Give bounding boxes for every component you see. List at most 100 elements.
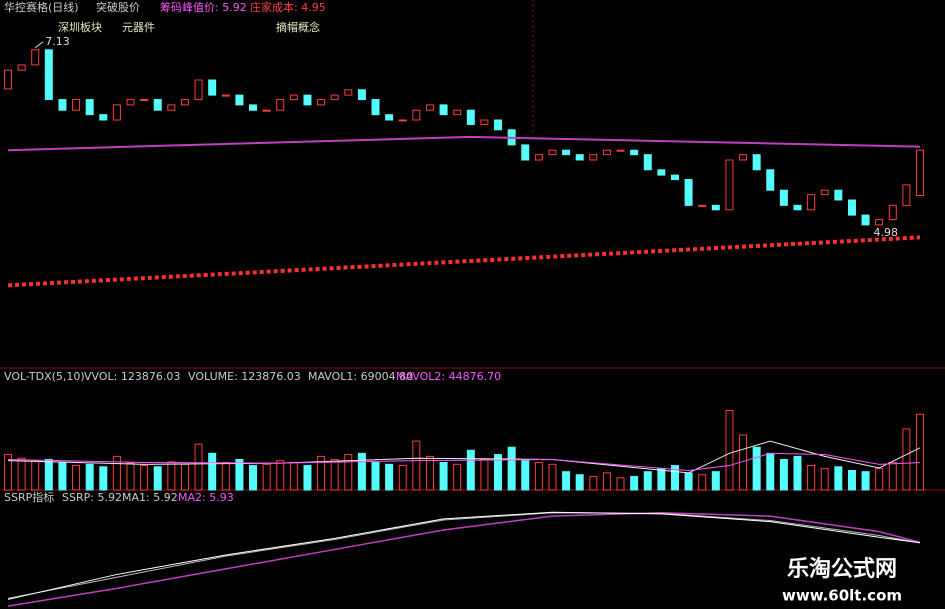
volume-bar bbox=[684, 472, 693, 491]
candle bbox=[766, 169, 775, 191]
volume-bar bbox=[262, 463, 271, 491]
volume-bar bbox=[466, 449, 475, 491]
watermark: 乐淘公式网 bbox=[787, 556, 897, 582]
ssrp-readout: SSRP: 5.92 bbox=[62, 491, 122, 504]
candle bbox=[657, 169, 666, 176]
volume-bar bbox=[698, 474, 707, 491]
volume-bar bbox=[820, 468, 829, 491]
candle bbox=[289, 94, 298, 101]
volume-bar bbox=[562, 471, 571, 491]
peak-price: 筹码峰值价: 5.92 bbox=[160, 0, 247, 14]
candle bbox=[739, 154, 748, 161]
candle bbox=[752, 154, 761, 171]
candle bbox=[820, 189, 829, 196]
candle bbox=[480, 119, 489, 125]
volume-bar bbox=[847, 469, 856, 491]
vol-readout: VOLUME: 123876.03 bbox=[188, 370, 301, 383]
volume-bar bbox=[902, 428, 911, 491]
volume-bar bbox=[289, 462, 298, 491]
candle bbox=[847, 199, 856, 216]
tag: 摘帽概念 bbox=[276, 20, 320, 34]
candle bbox=[194, 79, 203, 101]
candle bbox=[385, 114, 394, 121]
volume-bar bbox=[480, 458, 489, 491]
volume-bar bbox=[711, 471, 720, 491]
candle bbox=[630, 149, 639, 156]
candle bbox=[725, 159, 734, 211]
candle bbox=[330, 94, 339, 101]
candle bbox=[235, 94, 244, 106]
volume-bar bbox=[725, 410, 734, 491]
candle bbox=[643, 154, 652, 171]
volume-bar bbox=[439, 462, 448, 491]
volume-bar bbox=[916, 413, 924, 491]
volume-bar bbox=[793, 455, 802, 491]
candle bbox=[548, 149, 557, 156]
candle bbox=[834, 189, 843, 201]
volume-bar bbox=[425, 455, 434, 491]
candle bbox=[425, 104, 434, 111]
volume-bar bbox=[398, 465, 407, 491]
volume-bar bbox=[888, 462, 897, 491]
volume-bar bbox=[875, 468, 884, 491]
volume-bar bbox=[31, 460, 40, 491]
low-label: 4.98 bbox=[874, 226, 899, 239]
volume-bar bbox=[630, 476, 639, 491]
volume-bar bbox=[589, 476, 598, 491]
candle bbox=[807, 194, 816, 211]
tag: 深圳板块 bbox=[58, 20, 102, 34]
candle bbox=[779, 189, 788, 206]
candle bbox=[371, 99, 380, 116]
ma2-line bbox=[7, 512, 921, 607]
volume-bar bbox=[194, 443, 203, 491]
candle bbox=[575, 154, 584, 161]
candle bbox=[711, 204, 720, 211]
candle bbox=[249, 104, 258, 111]
volume-bar bbox=[657, 468, 666, 491]
candle bbox=[412, 109, 421, 121]
vol-readout: VVOL: 123876.03 bbox=[84, 370, 180, 383]
volume-bar bbox=[221, 462, 230, 491]
candle bbox=[902, 184, 911, 206]
candle bbox=[317, 99, 326, 106]
candle bbox=[439, 104, 448, 116]
candle bbox=[698, 204, 707, 207]
candle bbox=[398, 119, 407, 122]
ssrp-title: SSRP指标 bbox=[4, 490, 54, 504]
candle bbox=[140, 99, 149, 102]
indicator: 突破股价 bbox=[96, 0, 140, 14]
candle bbox=[112, 104, 121, 121]
candle bbox=[221, 94, 230, 97]
volume-bar bbox=[167, 461, 176, 491]
candle bbox=[562, 149, 571, 156]
volume-bar bbox=[330, 458, 339, 491]
volume-bar bbox=[371, 462, 380, 491]
tag: 元器件 bbox=[122, 21, 155, 34]
candle bbox=[888, 204, 897, 221]
candle bbox=[684, 179, 693, 206]
volume-bar bbox=[453, 463, 462, 491]
candle bbox=[72, 99, 81, 111]
volume-bar bbox=[17, 457, 26, 491]
volume-bar bbox=[99, 466, 108, 491]
volume-bar bbox=[208, 452, 217, 491]
volume-bar bbox=[752, 446, 761, 491]
candle bbox=[875, 219, 884, 226]
stock-name: 华控赛格(日线) bbox=[4, 0, 79, 14]
vol-readout: MAVOL2: 44876.70 bbox=[396, 370, 501, 383]
volume-bar bbox=[575, 474, 584, 491]
volume-bar bbox=[507, 446, 516, 491]
candle bbox=[4, 69, 12, 90]
candle bbox=[303, 94, 312, 106]
vol-title: VOL-TDX(5,10) bbox=[4, 370, 85, 383]
ma1-line bbox=[7, 512, 921, 599]
volume-bar bbox=[344, 454, 353, 491]
candle bbox=[453, 109, 462, 116]
volume-bar bbox=[548, 463, 557, 491]
volume-bar bbox=[766, 452, 775, 491]
candle bbox=[589, 154, 598, 161]
volume-bar bbox=[58, 462, 67, 491]
volume-bar bbox=[357, 452, 366, 491]
candle bbox=[31, 49, 40, 66]
candle bbox=[466, 109, 475, 125]
